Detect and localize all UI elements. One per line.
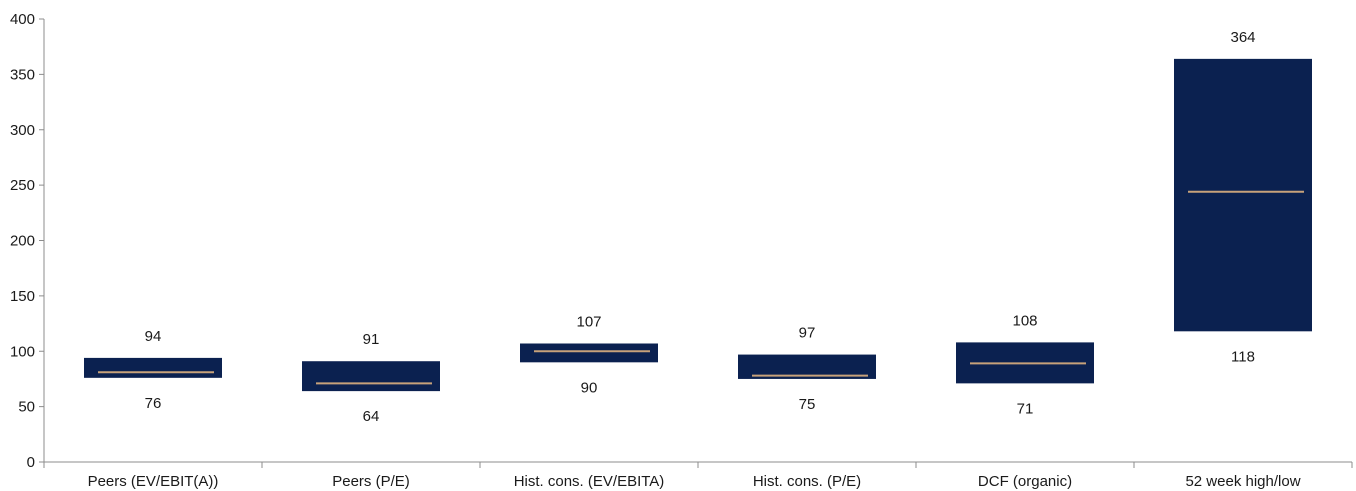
high-value-label: 97 xyxy=(799,325,816,342)
low-value-label: 71 xyxy=(1017,400,1034,417)
low-value-label: 64 xyxy=(363,408,380,425)
high-value-label: 108 xyxy=(1012,312,1037,329)
range-box xyxy=(520,343,658,363)
y-tick-label: 400 xyxy=(10,11,35,28)
high-value-label: 364 xyxy=(1230,29,1255,46)
y-axis: 0 50 100 150 200 250 300 350 400 xyxy=(10,11,45,471)
x-axis: Peers (EV/EBIT(A)) Peers (P/E) Hist. cons.… xyxy=(43,461,1353,490)
range-box xyxy=(84,357,222,378)
high-value-label: 94 xyxy=(145,328,162,345)
y-tick-label: 50 xyxy=(18,399,35,416)
y-tick-label: 0 xyxy=(27,454,35,471)
low-value-label: 76 xyxy=(145,395,162,412)
range-box xyxy=(1174,58,1312,332)
x-category-label: Hist. cons. (P/E) xyxy=(753,473,861,490)
y-tick-label: 200 xyxy=(10,233,35,250)
range-boxes xyxy=(84,58,1312,392)
x-category-label: DCF (organic) xyxy=(978,473,1072,490)
high-value-label: 91 xyxy=(363,331,380,348)
high-value-label: 107 xyxy=(576,313,601,330)
low-value-label: 75 xyxy=(799,396,816,413)
y-tick-label: 100 xyxy=(10,343,35,360)
y-tick-label: 250 xyxy=(10,177,35,194)
low-value-label: 118 xyxy=(1231,348,1255,365)
data-labels: 94 76 91 64 107 90 97 75 108 71 364 118 xyxy=(145,29,1256,425)
low-value-label: 90 xyxy=(581,379,598,396)
x-category-label: 52 week high/low xyxy=(1185,473,1300,490)
x-category-label: Hist. cons. (EV/EBITA) xyxy=(514,473,665,490)
range-box xyxy=(302,361,440,392)
y-tick-label: 350 xyxy=(10,66,35,83)
y-tick-label: 300 xyxy=(10,122,35,139)
x-category-label: Peers (EV/EBIT(A)) xyxy=(88,473,219,490)
x-category-label: Peers (P/E) xyxy=(332,473,410,490)
y-tick-label: 150 xyxy=(10,288,35,305)
